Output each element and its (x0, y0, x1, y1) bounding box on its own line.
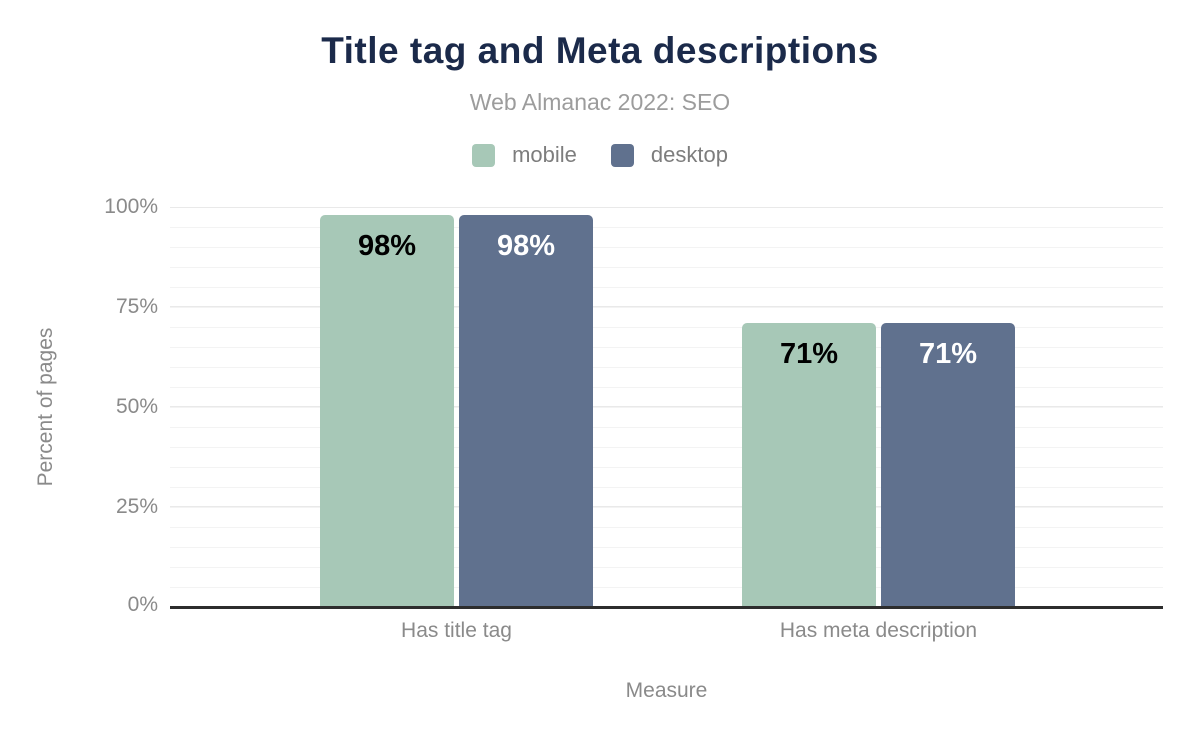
legend: mobile desktop (0, 142, 1200, 168)
legend-label-mobile: mobile (512, 142, 577, 167)
chart-title: Title tag and Meta descriptions (321, 30, 879, 71)
bar-group-has-meta-description: 71% 71% (742, 323, 1015, 607)
legend-label-desktop: desktop (650, 142, 728, 167)
gridline-25 (170, 506, 1163, 507)
bar-desktop-has-meta-description: 71% (881, 323, 1015, 607)
legend-swatch-mobile (472, 143, 496, 167)
y-tick-50: 50% (115, 395, 158, 418)
bar-value-label: 71% (779, 338, 839, 370)
x-axis-baseline (170, 606, 1163, 609)
y-tick-75: 75% (115, 295, 158, 318)
y-tick-25: 25% (115, 495, 158, 518)
bar-mobile-has-meta-description: 71% (742, 323, 876, 607)
bar-group-has-title-tag: 98% 98% (320, 215, 593, 607)
plot-area: 98% 98% 71% 71% (170, 207, 1163, 609)
legend-item-mobile: mobile (472, 142, 577, 168)
bar-value-label: 98% (357, 230, 417, 262)
gridline-100 (170, 207, 1163, 208)
y-tick-0: 0% (127, 593, 158, 616)
bar-mobile-has-title-tag: 98% (320, 215, 454, 607)
x-category-has-title-tag: Has title tag (401, 619, 512, 642)
bar-value-label: 98% (496, 230, 556, 262)
gridline-50 (170, 406, 1163, 407)
bar-value-label: 71% (918, 338, 978, 370)
gridline-75 (170, 306, 1163, 307)
y-tick-100: 100% (104, 195, 158, 218)
x-axis-title: Measure (625, 679, 708, 702)
chart-subtitle: Web Almanac 2022: SEO (469, 89, 731, 115)
bar-desktop-has-title-tag: 98% (459, 215, 593, 607)
x-category-has-meta-description: Has meta description (779, 619, 978, 642)
legend-swatch-desktop (610, 143, 634, 167)
legend-item-desktop: desktop (610, 142, 728, 168)
